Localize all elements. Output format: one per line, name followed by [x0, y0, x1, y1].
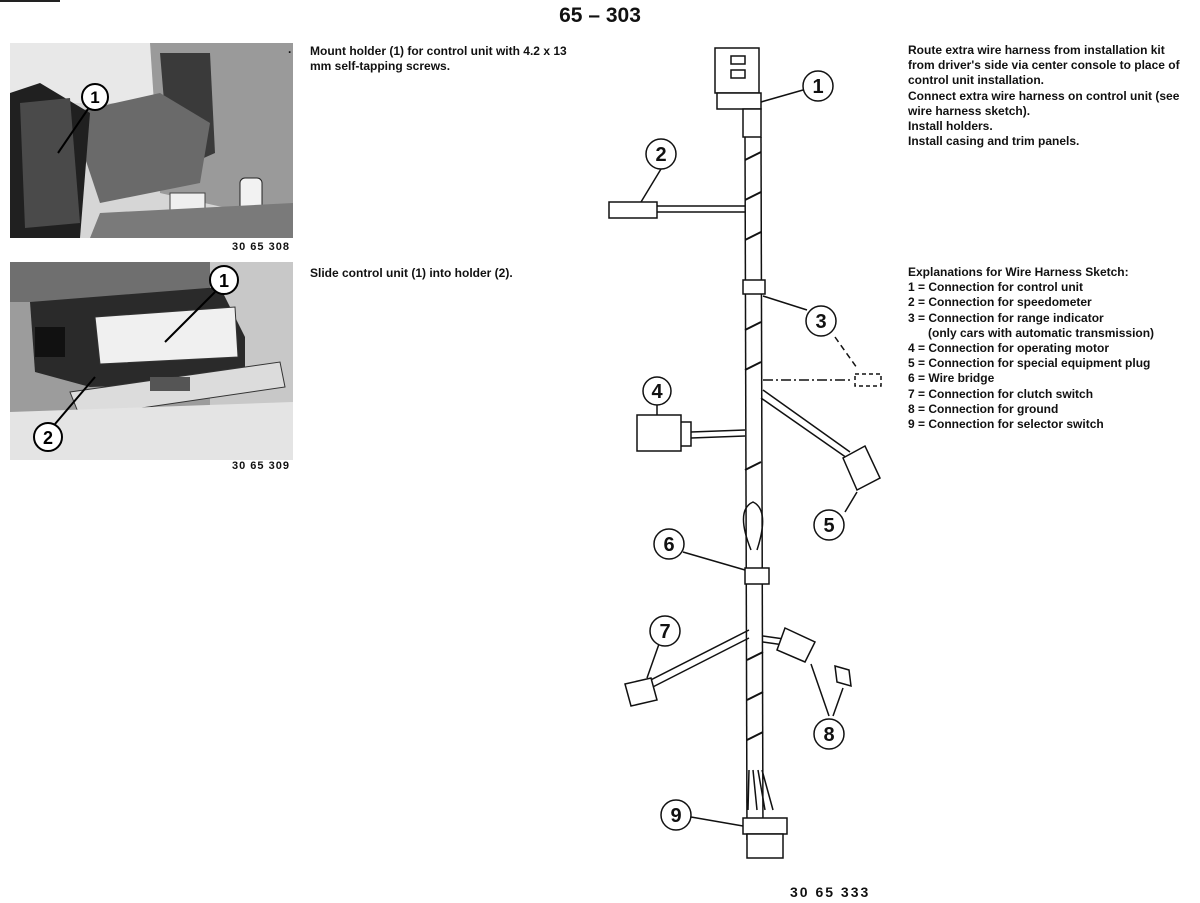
photo1-figure-number: 30 65 308 — [232, 241, 290, 253]
photo-control-unit-in-holder: 1 2 — [10, 262, 293, 460]
explanation-item: 3 = Connection for range indicator — [908, 310, 1104, 325]
photo2-caption: Slide control unit (1) into holder (2). — [310, 266, 513, 280]
photo-holder-mounting: 1 — [10, 43, 293, 238]
instruction-line: wire harness sketch). — [908, 103, 1031, 118]
explanation-item: 5 = Connection for special equipment plu… — [908, 356, 1151, 371]
photo1-callout-1: 1 — [90, 88, 99, 107]
callout-4: 4 — [651, 381, 663, 403]
explanation-item: (only cars with automatic transmission) — [908, 325, 1155, 340]
top-rule — [0, 0, 60, 2]
explanation-item: 8 = Connection for ground — [908, 401, 1059, 416]
photo1-bullet: · — [288, 45, 292, 59]
instruction-line: from driver's side via center console to… — [908, 58, 1180, 73]
explanation-item: 1 = Connection for control unit — [908, 280, 1083, 295]
instruction-line: Install holders. — [908, 119, 993, 134]
explanation-item: 7 = Connection for clutch switch — [908, 386, 1094, 401]
callout-3: 3 — [815, 311, 826, 333]
instruction-line: Install casing and trim panels. — [908, 134, 1080, 149]
callout-6: 6 — [663, 534, 674, 556]
instruction-line: Route extra wire harness from installati… — [908, 43, 1165, 57]
wire-harness-sketch: 1 2 3 4 5 6 7 8 9 — [608, 47, 882, 859]
callout-1: 1 — [812, 76, 823, 98]
explanation-item: 9 = Connection for selector switch — [908, 417, 1104, 432]
page-number: 65 – 303 — [559, 4, 641, 27]
diagram-figure-number: 30 65 333 — [790, 884, 871, 900]
instruction-line: Connect extra wire harness on control un… — [908, 88, 1180, 103]
callout-8: 8 — [823, 724, 834, 746]
instruction-line: control unit installation. — [908, 73, 1044, 88]
explanations-block: Explanations for Wire Harness Sketch: 1 … — [908, 265, 1200, 432]
explanation-item: 2 = Connection for speedometer — [908, 295, 1092, 310]
callout-2: 2 — [655, 144, 666, 166]
explanations-heading: Explanations for Wire Harness Sketch: — [908, 265, 1129, 279]
instruction-block: Route extra wire harness from installati… — [908, 43, 1200, 149]
callout-9: 9 — [670, 805, 681, 827]
explanation-item: 4 = Connection for operating motor — [908, 341, 1110, 356]
photo1-caption: Mount holder (1) for control unit with 4… — [310, 44, 567, 74]
photo2-figure-number: 30 65 309 — [232, 460, 290, 472]
callout-7: 7 — [659, 621, 670, 643]
photo2-callout-1: 1 — [219, 271, 229, 291]
photo2-callout-2: 2 — [43, 428, 53, 448]
callout-5: 5 — [823, 515, 834, 537]
explanation-item: 6 = Wire bridge — [908, 371, 995, 386]
